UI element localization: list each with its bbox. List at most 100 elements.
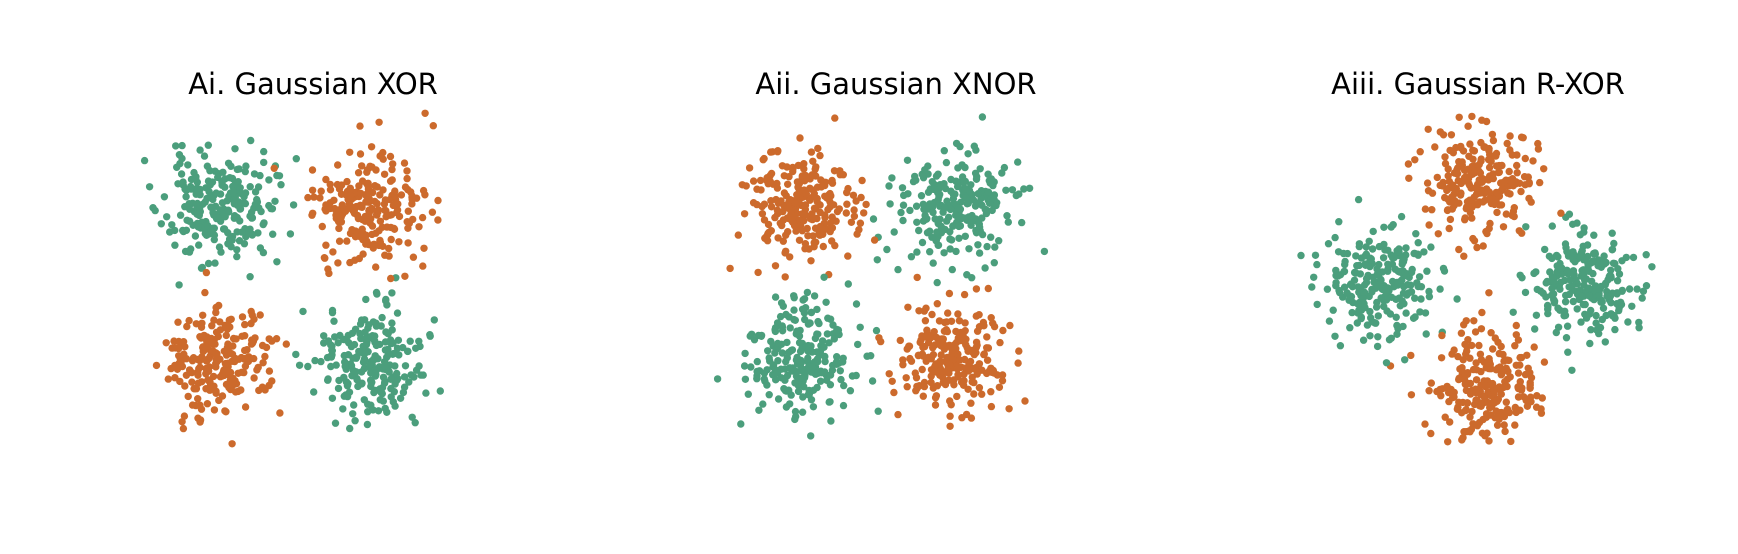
scatter-point-green [792, 356, 801, 364]
scatter-point-green [334, 384, 343, 393]
scatter-point-orange [330, 196, 338, 204]
scatter-point-green [246, 273, 254, 281]
scatter-point-green [1384, 267, 1392, 275]
scatter-point-orange [926, 334, 935, 342]
scatter-point-green [330, 317, 338, 325]
scatter-point-orange [152, 361, 161, 370]
scatter-point-green [771, 324, 780, 332]
scatter-point-green [246, 183, 254, 191]
scatter-point-orange [1485, 437, 1493, 445]
scatter-point-green [299, 307, 307, 316]
scatter-point-green [972, 146, 980, 154]
scatter-point-orange [912, 374, 921, 382]
scatter-point-green [1402, 309, 1410, 317]
scatter-point-orange [760, 216, 769, 224]
scatter-point-green [1404, 281, 1412, 289]
scatter-point-green [382, 328, 390, 336]
scatter-point-orange [241, 320, 249, 329]
scatter-point-orange [931, 401, 940, 409]
scatter-point-green [929, 259, 937, 267]
scatter-point-orange [1460, 252, 1468, 260]
scatter-point-green [765, 354, 773, 362]
scatter-point-green [273, 171, 281, 180]
scatter-point-orange [326, 180, 334, 189]
scatter-point-orange [190, 385, 199, 393]
scatter-point-green [1313, 260, 1321, 269]
scatter-point-orange [816, 201, 824, 209]
scatter-point-orange [944, 366, 952, 375]
scatter-point-green [388, 319, 396, 327]
scatter-point-green [912, 202, 921, 210]
scatter-point-orange [784, 180, 792, 188]
scatter-point-orange [403, 218, 411, 226]
scatter-point-green [969, 196, 978, 204]
scatter-point-orange [807, 257, 815, 265]
scatter-point-orange [953, 365, 961, 373]
scatter-point-green [1353, 262, 1361, 270]
scatter-point-green [193, 185, 201, 193]
scatter-point-green [344, 331, 352, 340]
scatter-point-orange [1471, 328, 1480, 336]
scatter-point-green [327, 362, 335, 371]
scatter-point-green [344, 351, 353, 359]
scatter-point-orange [1492, 162, 1501, 170]
scatter-point-orange [829, 201, 838, 209]
scatter-point-green [1611, 314, 1619, 322]
scatter-point-green [269, 230, 277, 238]
scatter-point-green [813, 383, 821, 392]
scatter-point-orange [906, 354, 914, 363]
scatter-point-orange [354, 169, 363, 177]
scatter-point-green [260, 219, 268, 227]
scatter-point-green [360, 356, 368, 364]
scatter-point-orange [933, 300, 941, 308]
scatter-point-green [1357, 313, 1366, 321]
scatter-point-orange [987, 314, 995, 322]
scatter-point-orange [372, 263, 380, 271]
scatter-point-green [958, 213, 966, 222]
scatter-point-green [794, 387, 803, 396]
scatter-point-green [830, 335, 838, 343]
scatter-point-orange [823, 194, 831, 202]
scatter-point-green [854, 340, 862, 349]
scatter-point-green [1385, 336, 1394, 344]
scatter-point-orange [308, 186, 317, 194]
scatter-point-orange [326, 186, 335, 194]
scatter-point-green [798, 408, 807, 416]
scatter-point-green [1018, 218, 1026, 227]
scatter-point-orange [181, 382, 189, 390]
scatter-point-orange [1499, 350, 1507, 359]
scatter-point-orange [983, 333, 991, 341]
scatter-point-green [1545, 252, 1554, 260]
scatter-point-green [292, 350, 300, 359]
scatter-point-green [214, 173, 222, 182]
scatter-point-orange [346, 202, 355, 211]
scatter-point-orange [849, 191, 858, 199]
scatter-point-orange [953, 392, 961, 401]
scatter-point-green [1405, 289, 1413, 297]
scatter-point-orange [175, 337, 183, 346]
scatter-point-orange [1506, 132, 1514, 140]
scatter-point-orange [758, 210, 767, 218]
scatter-point-green [771, 349, 779, 357]
scatter-point-orange [250, 315, 258, 323]
scatter-point-orange [1457, 329, 1466, 337]
scatter-point-green [1566, 276, 1574, 284]
scatter-point-green [814, 369, 822, 377]
scatter-point-orange [1512, 321, 1521, 330]
scatter-point-orange [973, 341, 981, 349]
scatter-point-green [759, 400, 767, 408]
scatter-point-orange [1515, 179, 1524, 187]
scatter-point-orange [202, 268, 211, 277]
scatter-point-green [1635, 324, 1643, 332]
scatter-point-orange [828, 176, 836, 185]
scatter-point-orange [184, 392, 192, 401]
scatter-point-orange [1533, 392, 1541, 400]
scatter-point-green [767, 337, 775, 346]
scatter-point-orange [404, 207, 412, 215]
scatter-point-green [796, 347, 805, 356]
scatter-point-green [1393, 278, 1401, 287]
scatter-point-green [800, 383, 808, 391]
scatter-point-green [753, 357, 761, 366]
scatter-point-green [1610, 239, 1618, 248]
scatter-point-orange [1470, 317, 1478, 325]
